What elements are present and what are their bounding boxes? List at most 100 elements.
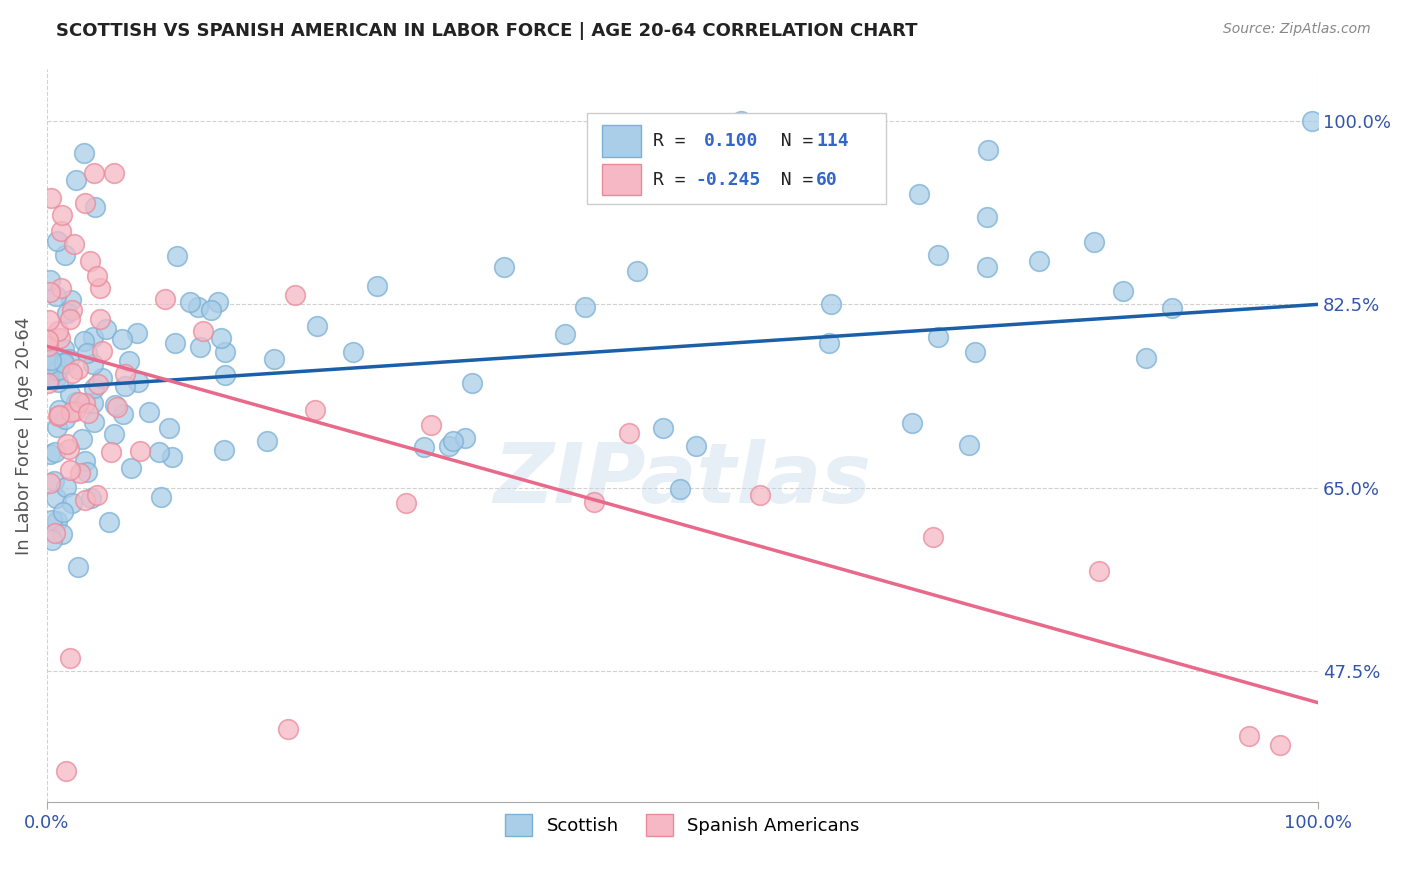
- Spanish Americans: [37, 376, 59, 390]
- Scottish: [977, 143, 1000, 157]
- Scottish: [366, 278, 388, 293]
- Scottish: [214, 344, 236, 359]
- Spanish Americans: [60, 366, 83, 380]
- Spanish Americans: [89, 312, 111, 326]
- Scottish: [53, 412, 76, 426]
- Scottish: [46, 375, 69, 389]
- Spanish Americans: [44, 525, 66, 540]
- Scottish: [200, 303, 222, 318]
- Scottish: [53, 342, 76, 356]
- Scottish: [52, 356, 75, 370]
- Scottish: [188, 340, 211, 354]
- Spanish Americans: [65, 404, 87, 418]
- Scottish: [60, 496, 83, 510]
- Scottish: [53, 356, 76, 370]
- Scottish: [900, 416, 922, 430]
- Scottish: [44, 371, 66, 385]
- Scottish: [65, 172, 87, 186]
- Spanish Americans: [1237, 729, 1260, 743]
- Scottish: [165, 336, 187, 351]
- Spanish Americans: [59, 405, 82, 419]
- Spanish Americans: [56, 437, 79, 451]
- Scottish: [651, 421, 673, 435]
- Scottish: [118, 354, 141, 368]
- Text: -0.245: -0.245: [695, 171, 761, 189]
- Scottish: [976, 210, 998, 224]
- Scottish: [166, 249, 188, 263]
- Scottish: [84, 200, 107, 214]
- Spanish Americans: [86, 488, 108, 502]
- Scottish: [803, 152, 825, 166]
- Scottish: [114, 378, 136, 392]
- Scottish: [41, 513, 63, 527]
- Text: R =: R =: [654, 132, 707, 150]
- Scottish: [73, 454, 96, 468]
- Spanish Americans: [73, 493, 96, 508]
- Scottish: [46, 514, 69, 528]
- Scottish: [66, 560, 89, 574]
- Scottish: [125, 326, 148, 340]
- Scottish: [685, 439, 707, 453]
- Scottish: [39, 273, 62, 287]
- Scottish: [46, 420, 69, 434]
- Scottish: [179, 295, 201, 310]
- Scottish: [65, 394, 87, 409]
- Scottish: [127, 375, 149, 389]
- Text: Source: ZipAtlas.com: Source: ZipAtlas.com: [1223, 22, 1371, 37]
- Spanish Americans: [103, 166, 125, 180]
- Spanish Americans: [38, 313, 60, 327]
- Scottish: [626, 264, 648, 278]
- Spanish Americans: [105, 401, 128, 415]
- Spanish Americans: [83, 166, 105, 180]
- Scottish: [908, 186, 931, 201]
- Spanish Americans: [87, 377, 110, 392]
- FancyBboxPatch shape: [602, 125, 641, 157]
- Scottish: [80, 491, 103, 505]
- Scottish: [669, 483, 692, 497]
- Scottish: [70, 433, 93, 447]
- FancyBboxPatch shape: [602, 164, 641, 195]
- Scottish: [730, 114, 752, 128]
- Scottish: [160, 450, 183, 465]
- Scottish: [256, 434, 278, 448]
- Spanish Americans: [66, 362, 89, 376]
- Scottish: [461, 376, 484, 391]
- Spanish Americans: [100, 444, 122, 458]
- Spanish Americans: [59, 312, 82, 326]
- Spanish Americans: [395, 496, 418, 510]
- Scottish: [976, 260, 998, 275]
- Spanish Americans: [304, 403, 326, 417]
- Spanish Americans: [37, 333, 59, 347]
- Scottish: [52, 505, 75, 519]
- Spanish Americans: [59, 651, 82, 665]
- Scottish: [157, 420, 180, 434]
- Text: 114: 114: [815, 132, 849, 150]
- Text: N =: N =: [759, 171, 824, 189]
- Spanish Americans: [48, 408, 70, 422]
- Spanish Americans: [284, 288, 307, 302]
- Spanish Americans: [77, 406, 100, 420]
- Legend: Scottish, Spanish Americans: Scottish, Spanish Americans: [496, 805, 869, 845]
- Text: SCOTTISH VS SPANISH AMERICAN IN LABOR FORCE | AGE 20-64 CORRELATION CHART: SCOTTISH VS SPANISH AMERICAN IN LABOR FO…: [56, 22, 918, 40]
- Scottish: [437, 439, 460, 453]
- Text: N =: N =: [759, 132, 824, 150]
- FancyBboxPatch shape: [588, 112, 886, 204]
- Scottish: [111, 407, 134, 421]
- Spanish Americans: [69, 467, 91, 481]
- Scottish: [494, 260, 516, 275]
- Spanish Americans: [155, 293, 177, 307]
- Spanish Americans: [55, 764, 77, 778]
- Y-axis label: In Labor Force | Age 20-64: In Labor Force | Age 20-64: [15, 317, 32, 555]
- Text: 60: 60: [815, 171, 838, 189]
- Scottish: [207, 295, 229, 310]
- Scottish: [98, 515, 121, 529]
- Scottish: [1135, 351, 1157, 365]
- Spanish Americans: [49, 281, 72, 295]
- Scottish: [59, 386, 82, 401]
- Scottish: [38, 357, 60, 371]
- Scottish: [574, 300, 596, 314]
- Scottish: [38, 352, 60, 367]
- Scottish: [76, 346, 98, 360]
- Spanish Americans: [49, 224, 72, 238]
- Text: ZIPatlas: ZIPatlas: [494, 439, 872, 520]
